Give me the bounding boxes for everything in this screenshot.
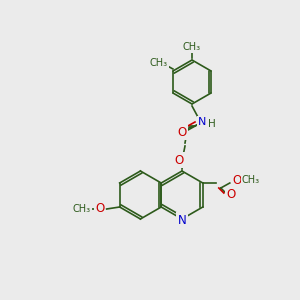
Text: O: O [174, 154, 184, 166]
Text: O: O [226, 188, 236, 202]
Text: O: O [177, 125, 187, 139]
Text: O: O [176, 129, 184, 139]
Text: CH₃: CH₃ [183, 42, 201, 52]
Text: CH₃: CH₃ [73, 204, 91, 214]
Text: CH₃: CH₃ [242, 175, 260, 185]
Text: O: O [95, 202, 104, 215]
Text: H: H [208, 119, 216, 129]
Text: N: N [178, 214, 186, 226]
Text: O: O [232, 173, 242, 187]
Text: CH₃: CH₃ [150, 58, 168, 68]
Text: N: N [198, 117, 206, 127]
